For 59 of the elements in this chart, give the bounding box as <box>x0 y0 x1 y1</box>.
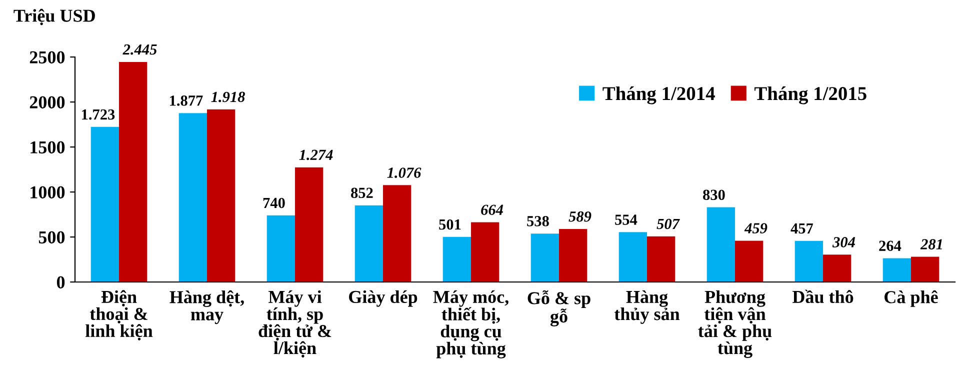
bar <box>823 254 852 282</box>
bar <box>383 185 412 282</box>
data-label: 2.445 <box>122 44 157 55</box>
bar <box>442 236 471 282</box>
bar <box>911 256 940 282</box>
y-tick-label: 0 <box>56 276 65 288</box>
x-tick-label: Hàng thủy sản <box>614 290 680 324</box>
x-tick-label: Phương tiện vận tải & phụ tùng <box>698 290 772 358</box>
data-label: 459 <box>744 223 768 234</box>
data-label: 264 <box>879 240 902 251</box>
bar <box>295 167 324 282</box>
data-label: 507 <box>656 218 680 230</box>
data-label: 852 <box>351 188 373 198</box>
x-tick-label: Máy vi tính, sp điện tử & l/kiện <box>258 290 332 358</box>
bar <box>706 207 735 282</box>
data-label: 538 <box>527 216 549 226</box>
data-label: 457 <box>790 223 814 234</box>
data-label: 281 <box>920 239 942 250</box>
bar <box>530 234 559 282</box>
bar <box>266 215 295 282</box>
data-label: 740 <box>263 198 285 208</box>
data-label: 830 <box>703 190 725 200</box>
data-label: 304 <box>832 237 856 248</box>
bar <box>794 240 823 282</box>
x-tick-label: Hàng dệt, may <box>170 290 244 324</box>
x-tick-label: Cà phê <box>884 290 938 307</box>
y-tick-label: 2000 <box>30 96 65 108</box>
x-tick-label: Dầu thô <box>792 290 854 304</box>
data-label: 1.877 <box>170 95 203 106</box>
bar <box>354 205 383 282</box>
bar <box>647 236 676 282</box>
bar <box>471 222 500 282</box>
legend-label: Tháng 1/2014 <box>602 86 715 104</box>
bar <box>207 109 236 282</box>
bar <box>119 62 148 282</box>
data-label: 664 <box>481 204 504 215</box>
bar <box>735 240 764 282</box>
data-label: 589 <box>568 211 592 222</box>
bar <box>618 232 647 282</box>
data-label: 1.723 <box>82 109 115 120</box>
bar <box>90 126 119 282</box>
y-tick-label: 2500 <box>30 51 65 64</box>
data-label: 501 <box>439 219 461 230</box>
data-label: 1.918 <box>211 92 245 102</box>
y-axis-title: Triệu USD <box>14 8 95 26</box>
legend-label: Tháng 1/2015 <box>754 86 866 104</box>
x-tick-label: Máy móc, thiết bị, dụng cụ phụ tùng <box>433 290 508 358</box>
y-tick-label: 500 <box>38 231 65 244</box>
data-label: 554 <box>615 214 638 225</box>
data-label: 1.076 <box>387 168 422 178</box>
bar <box>178 113 207 282</box>
bar <box>559 228 588 282</box>
y-tick-label: 1000 <box>30 186 65 198</box>
y-tick-label: 1500 <box>30 141 65 154</box>
x-tick-label: Giày dép <box>349 290 418 307</box>
data-label: 1.274 <box>299 150 333 160</box>
bar <box>882 258 911 282</box>
x-tick-label: Điện thoại & linh kiện <box>85 290 153 340</box>
x-tick-label: Gỗ & sp gỗ <box>528 290 590 326</box>
